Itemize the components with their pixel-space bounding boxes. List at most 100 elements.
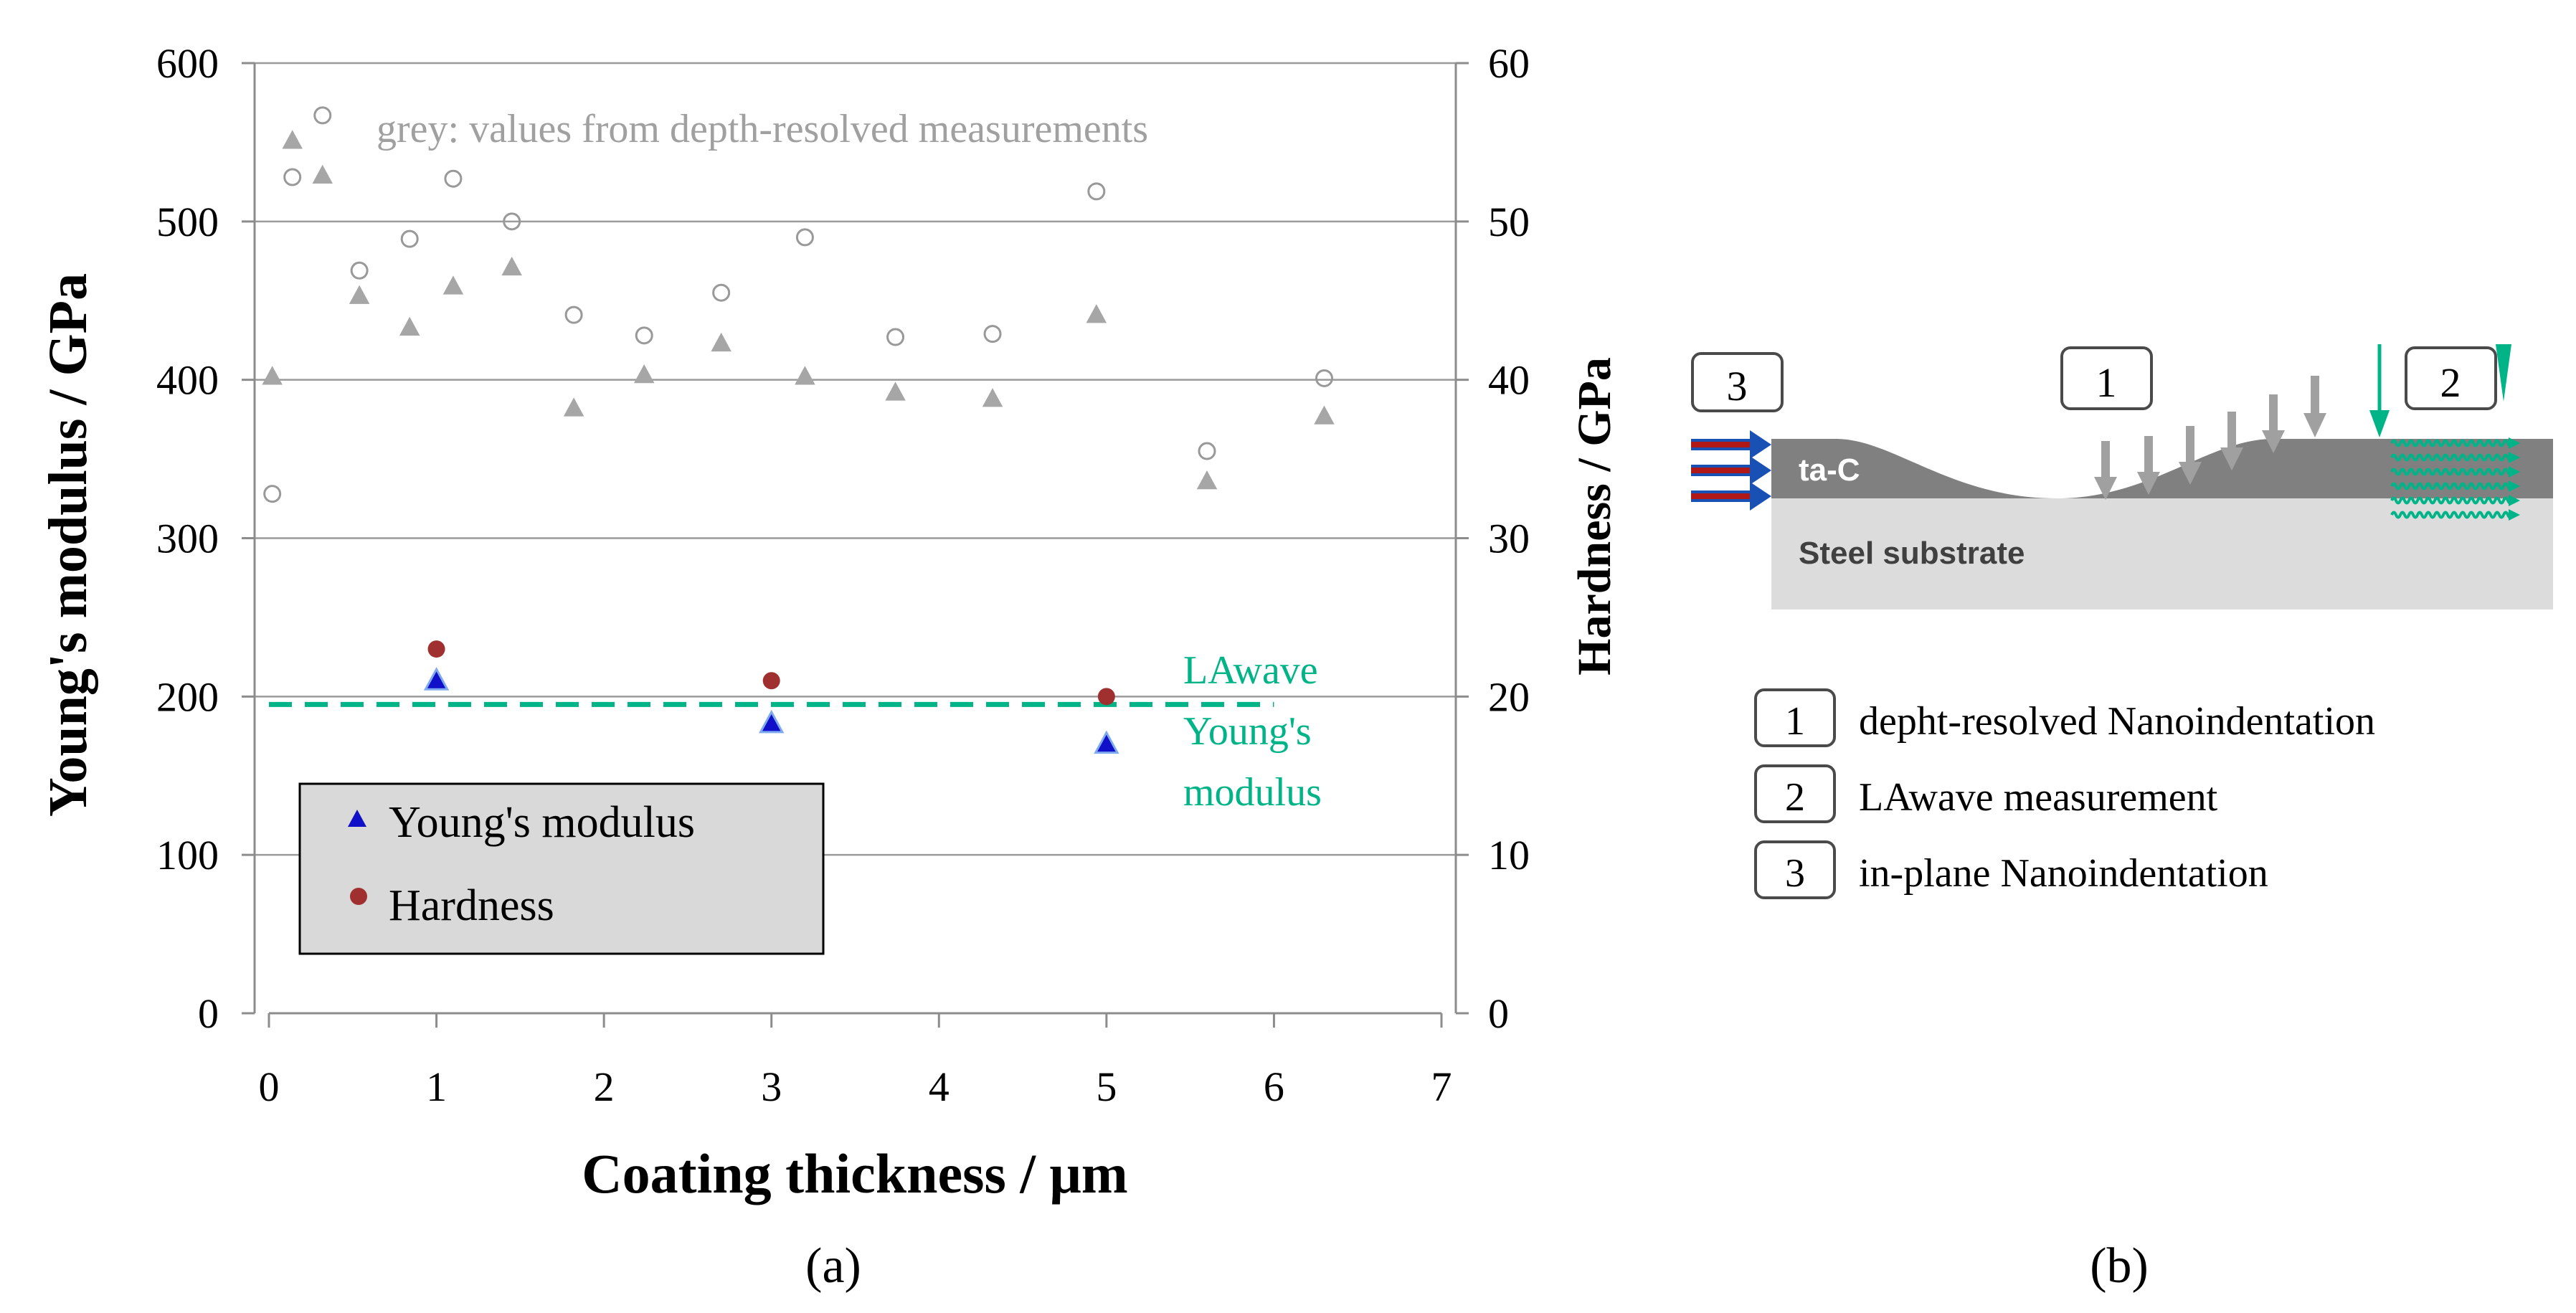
surface-wave-head: [2509, 466, 2520, 478]
legend-marker-youngs-modulus: [348, 810, 366, 827]
x-tick-label: 4: [929, 1063, 950, 1110]
depth-resolved-hardness-point: [262, 366, 283, 385]
key-label-3: in-plane Nanoindentation: [1859, 851, 2268, 896]
depth-resolved-hardness-point: [711, 332, 731, 352]
lawave-symbols: [2369, 344, 2520, 521]
depth-resolved-hardness-point: [982, 388, 1003, 407]
y-right-tick-label: 20: [1488, 673, 1530, 720]
surface-wave: [2390, 511, 2514, 519]
surface-wave: [2390, 496, 2514, 505]
lawave-label-line-1: LAwave: [1183, 648, 1318, 693]
in-plane-arrows: [1691, 430, 1771, 511]
x-tick-label: 3: [761, 1063, 782, 1110]
x-tick-label: 6: [1264, 1063, 1284, 1110]
depth-resolved-modulus-point: [886, 328, 905, 346]
key-badge-3: [1754, 840, 1836, 899]
y-left-tick-label: 500: [156, 199, 219, 245]
x-tick-label: 0: [259, 1063, 280, 1110]
legend-marker-hardness: [350, 888, 367, 905]
hardness-point: [1097, 688, 1115, 706]
y-axis-right-title: Hardness / GPa: [1568, 357, 1621, 676]
depth-resolved-hardness-point: [282, 130, 303, 149]
x-tick-label: 2: [594, 1063, 615, 1110]
key-number-3: 3: [1785, 851, 1805, 896]
depth-resolved-hardness-point: [442, 275, 464, 295]
y-right-tick-label: 30: [1488, 516, 1530, 562]
gridlines: [255, 62, 1456, 856]
badge-1-number: 1: [2096, 359, 2117, 406]
lawave-label-line-2: Young's: [1183, 709, 1312, 754]
depth-resolved-hardness-point: [312, 164, 333, 184]
depth-resolved-modulus-point: [400, 229, 419, 248]
y-left-tick-label: 200: [156, 673, 219, 720]
substrate-label: Steel substrate: [1799, 536, 2025, 571]
ta-c-label: ta-C: [1799, 452, 1860, 488]
depth-resolved-hardness-point: [349, 285, 370, 304]
panel-label-a: (a): [805, 1238, 861, 1294]
depth-resolved-modulus-point: [712, 283, 731, 302]
legend: Young's modulus Hardness: [298, 782, 825, 955]
x-tick-label: 7: [1431, 1063, 1452, 1110]
depth-resolved-modulus-point: [350, 261, 369, 280]
youngs-modulus-point: [423, 667, 450, 691]
depth-resolved-modulus-point: [283, 168, 302, 186]
legend-label-youngs-modulus: Young's modulus: [389, 798, 695, 847]
depth-resolved-hardness-point: [563, 397, 584, 417]
hardness-point: [762, 672, 780, 690]
depth-resolved-hardness-point: [1086, 304, 1107, 323]
depth-resolved-hardness-point: [795, 366, 815, 385]
in-plane-arrow-1-inner: [1691, 442, 1750, 447]
chart-annotation: grey: values from depth-resolved measure…: [377, 107, 1148, 151]
indent-arrow-2: [2137, 436, 2160, 495]
surface-wave: [2390, 453, 2514, 462]
depth-resolved-modulus-point: [263, 485, 282, 503]
legend-box: [298, 782, 825, 955]
surface-wave: [2390, 482, 2514, 490]
youngs-modulus-point: [758, 709, 785, 734]
y-left-tick-label: 0: [198, 990, 219, 1037]
x-tick-label: 5: [1096, 1063, 1117, 1110]
depth-resolved-modulus-point: [1315, 369, 1333, 387]
depth-resolved-modulus-point: [635, 326, 653, 345]
y-right-tick-label: 10: [1488, 832, 1530, 878]
badge-2-number: 2: [2440, 359, 2461, 406]
depth-resolved-hardness-point: [399, 316, 420, 336]
depth-resolved-modulus-point: [564, 305, 583, 324]
panel-label-b: (b): [2090, 1238, 2149, 1294]
y-left-tick-label: 600: [156, 40, 219, 87]
x-axis-title: Coating thickness / μm: [582, 1142, 1127, 1205]
y-right-tick-label: 0: [1488, 990, 1509, 1037]
y-left-tick-label: 400: [156, 357, 219, 404]
depth-resolved-hardness-point: [1196, 470, 1218, 490]
depth-resolved-modulus-point: [983, 325, 1002, 343]
lawave-label-line-3: modulus: [1183, 770, 1322, 815]
data-points: [262, 106, 1335, 754]
key-badge-1: [1754, 688, 1836, 747]
diagram-panel-b: ta-C Steel substrate 3 1 2: [1691, 344, 2553, 1294]
surface-wave-head: [2509, 509, 2520, 521]
in-plane-arrow-2-inner: [1691, 468, 1750, 473]
in-plane-arrow-3-inner: [1691, 493, 1750, 499]
surface-wave-head: [2509, 437, 2520, 449]
depth-resolved-hardness-point: [633, 364, 655, 384]
depth-resolved-hardness-point: [885, 381, 906, 401]
indent-arrow-1: [2094, 441, 2117, 500]
y-axis-left-title: Young's modulus / GPa: [38, 273, 98, 817]
key-number-2: 2: [1785, 775, 1805, 820]
depth-resolved-modulus-point: [444, 169, 463, 188]
axis-ticks: [242, 62, 1469, 1028]
surface-wave: [2390, 439, 2514, 447]
diagram-key: 1 depht-resolved Nanoindentation 2 LAwav…: [1754, 688, 2375, 899]
indent-arrow-6: [2303, 376, 2326, 437]
surface-wave-head: [2509, 480, 2520, 492]
indent-arrow-4: [2220, 412, 2243, 470]
surface-waves: [2390, 437, 2520, 521]
indent-arrow-3: [2179, 426, 2202, 485]
y-right-tick-label: 50: [1488, 199, 1530, 245]
hardness-point: [427, 640, 445, 658]
badge-3: [1691, 352, 1784, 412]
laser-arrow-head: [2369, 410, 2390, 437]
legend-label-hardness: Hardness: [389, 881, 554, 930]
